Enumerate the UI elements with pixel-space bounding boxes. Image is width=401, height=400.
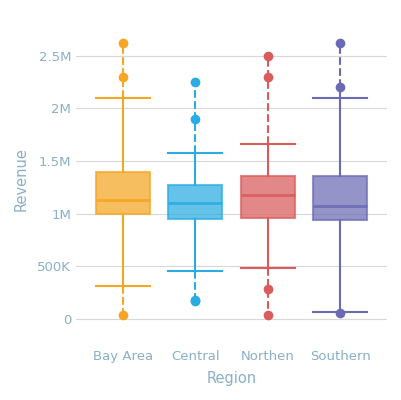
- Bar: [241, 176, 295, 218]
- X-axis label: Region: Region: [207, 371, 257, 386]
- Bar: [96, 172, 150, 214]
- Bar: [168, 185, 223, 219]
- Y-axis label: Revenue: Revenue: [14, 148, 29, 211]
- Bar: [313, 176, 367, 220]
